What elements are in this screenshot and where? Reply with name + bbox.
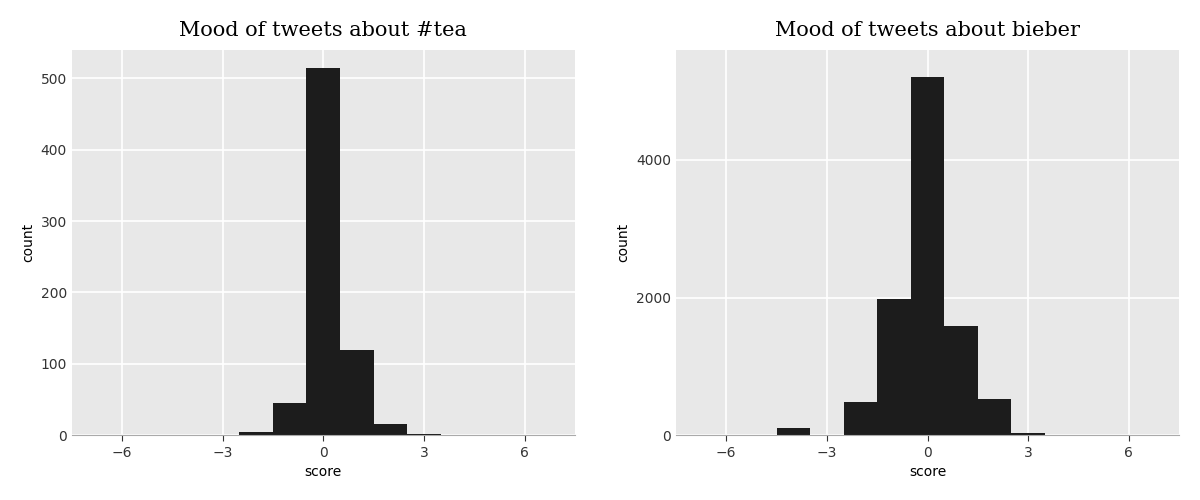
Bar: [776, 428, 810, 435]
Bar: [340, 350, 373, 435]
Bar: [239, 432, 272, 435]
Title: Mood of tweets about #tea: Mood of tweets about #tea: [179, 21, 467, 40]
Bar: [810, 434, 844, 435]
Bar: [911, 78, 944, 435]
Bar: [1012, 433, 1045, 435]
Bar: [373, 424, 407, 435]
Bar: [877, 299, 911, 435]
X-axis label: score: score: [908, 465, 946, 479]
X-axis label: score: score: [305, 465, 342, 479]
Title: Mood of tweets about bieber: Mood of tweets about bieber: [775, 21, 1080, 40]
Bar: [844, 402, 877, 435]
Y-axis label: count: count: [20, 223, 35, 262]
Bar: [944, 326, 978, 435]
Bar: [978, 400, 1012, 435]
Bar: [306, 68, 340, 435]
Y-axis label: count: count: [617, 223, 630, 262]
Bar: [407, 434, 440, 435]
Bar: [272, 403, 306, 435]
